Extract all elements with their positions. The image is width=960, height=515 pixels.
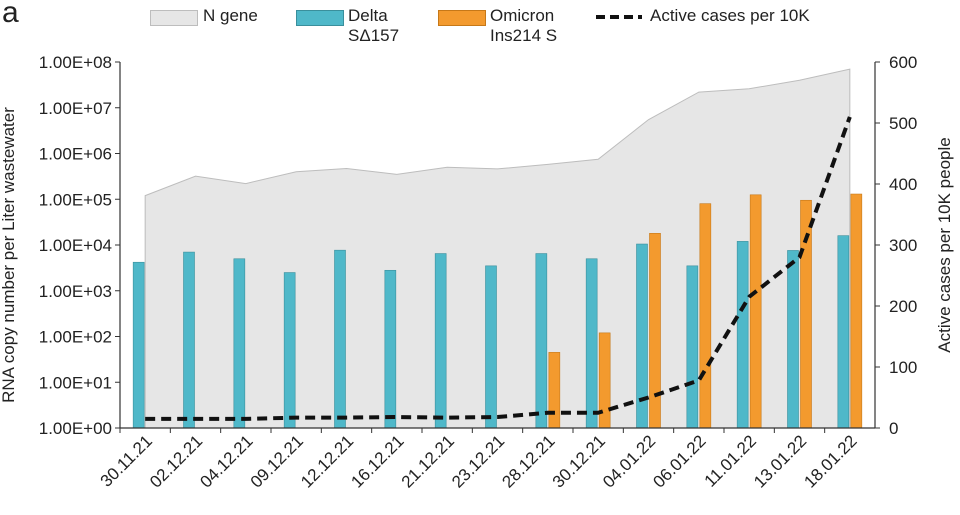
delta-bar: [434, 253, 447, 429]
x-tick-label: 04.01.22: [599, 431, 659, 491]
x-tick-label: 06.01.22: [649, 431, 709, 491]
x-tick-label: 09.12.21: [247, 431, 307, 491]
x-tick-label: 11.01.22: [701, 431, 760, 490]
delta-bar: [485, 265, 497, 429]
delta-swatch: [296, 10, 344, 26]
omicron-bar: [749, 194, 762, 429]
legend: N gene Delta SΔ157 Omicron Ins214 S Acti…: [0, 6, 960, 56]
y2-tick-label: 100: [889, 358, 917, 377]
y2-axis-title: Active cases per 10K people: [935, 137, 954, 352]
x-tick-label: 02.12.21: [146, 431, 206, 491]
y-tick-label: 1.00E+05: [39, 190, 112, 209]
y-axis-title: RNA copy number per Liter wastewater: [0, 107, 18, 403]
legend-label-n-gene: N gene: [203, 6, 258, 25]
y-tick-label: 1.00E+04: [39, 236, 112, 255]
dashed-line-swatch: [596, 15, 642, 19]
x-tick-label: 23.12.21: [448, 431, 508, 491]
y-tick-label: 1.00E+08: [39, 53, 112, 72]
n-gene-swatch: [150, 10, 198, 26]
delta-bar: [233, 258, 246, 429]
y-tick-label: 1.00E+01: [39, 373, 112, 392]
delta-bar: [283, 272, 296, 429]
delta-bar: [132, 261, 145, 429]
x-tick-label: 04.12.21: [196, 431, 256, 491]
omicron-bar: [850, 193, 863, 429]
delta-bar: [585, 258, 598, 429]
y-tick-label: 1.00E+03: [39, 282, 112, 301]
y2-tick-label: 0: [889, 419, 898, 438]
y2-tick-label: 200: [889, 297, 917, 316]
delta-bar: [334, 249, 346, 429]
x-tick-label: 30.11.21: [97, 431, 156, 490]
omicron-bar: [649, 233, 661, 429]
delta-bar: [686, 265, 699, 429]
delta-bar: [384, 269, 397, 429]
y-tick-label: 1.00E+07: [39, 99, 112, 118]
y-tick-label: 1.00E+00: [39, 419, 112, 438]
delta-bar: [535, 253, 548, 429]
legend-label-active-cases: Active cases per 10K: [650, 6, 810, 25]
y-tick-label: 1.00E+02: [39, 328, 112, 347]
delta-bar: [183, 251, 195, 429]
x-tick-label: 16.12.21: [347, 431, 407, 491]
legend-label-delta: Delta SΔ157: [348, 6, 400, 45]
y2-tick-label: 600: [889, 53, 917, 72]
delta-bar: [787, 250, 799, 429]
n-gene-area: [144, 68, 851, 429]
delta-bar: [837, 235, 850, 429]
x-tick-label: 12.12.21: [297, 431, 357, 491]
y-tick-label: 1.00E+06: [39, 145, 112, 164]
y2-tick-label: 400: [889, 175, 917, 194]
x-tick-label: 18.01.22: [800, 431, 860, 491]
delta-bar: [736, 241, 749, 429]
x-tick-label: 21.12.21: [398, 431, 458, 491]
omicron-bar: [699, 203, 712, 429]
y2-tick-label: 300: [889, 236, 917, 255]
x-tick-label: 13.01.22: [750, 431, 810, 491]
x-tick-label: 28.12.21: [498, 431, 558, 491]
x-tick-label: 30.12.21: [549, 431, 609, 491]
active-cases-line: [145, 116, 852, 421]
omicron-bar: [548, 352, 561, 429]
panel-label: a: [2, 0, 19, 29]
omicron-swatch: [438, 10, 486, 26]
y2-tick-label: 500: [889, 114, 917, 133]
legend-label-omicron: Omicron Ins214 S: [490, 6, 558, 45]
